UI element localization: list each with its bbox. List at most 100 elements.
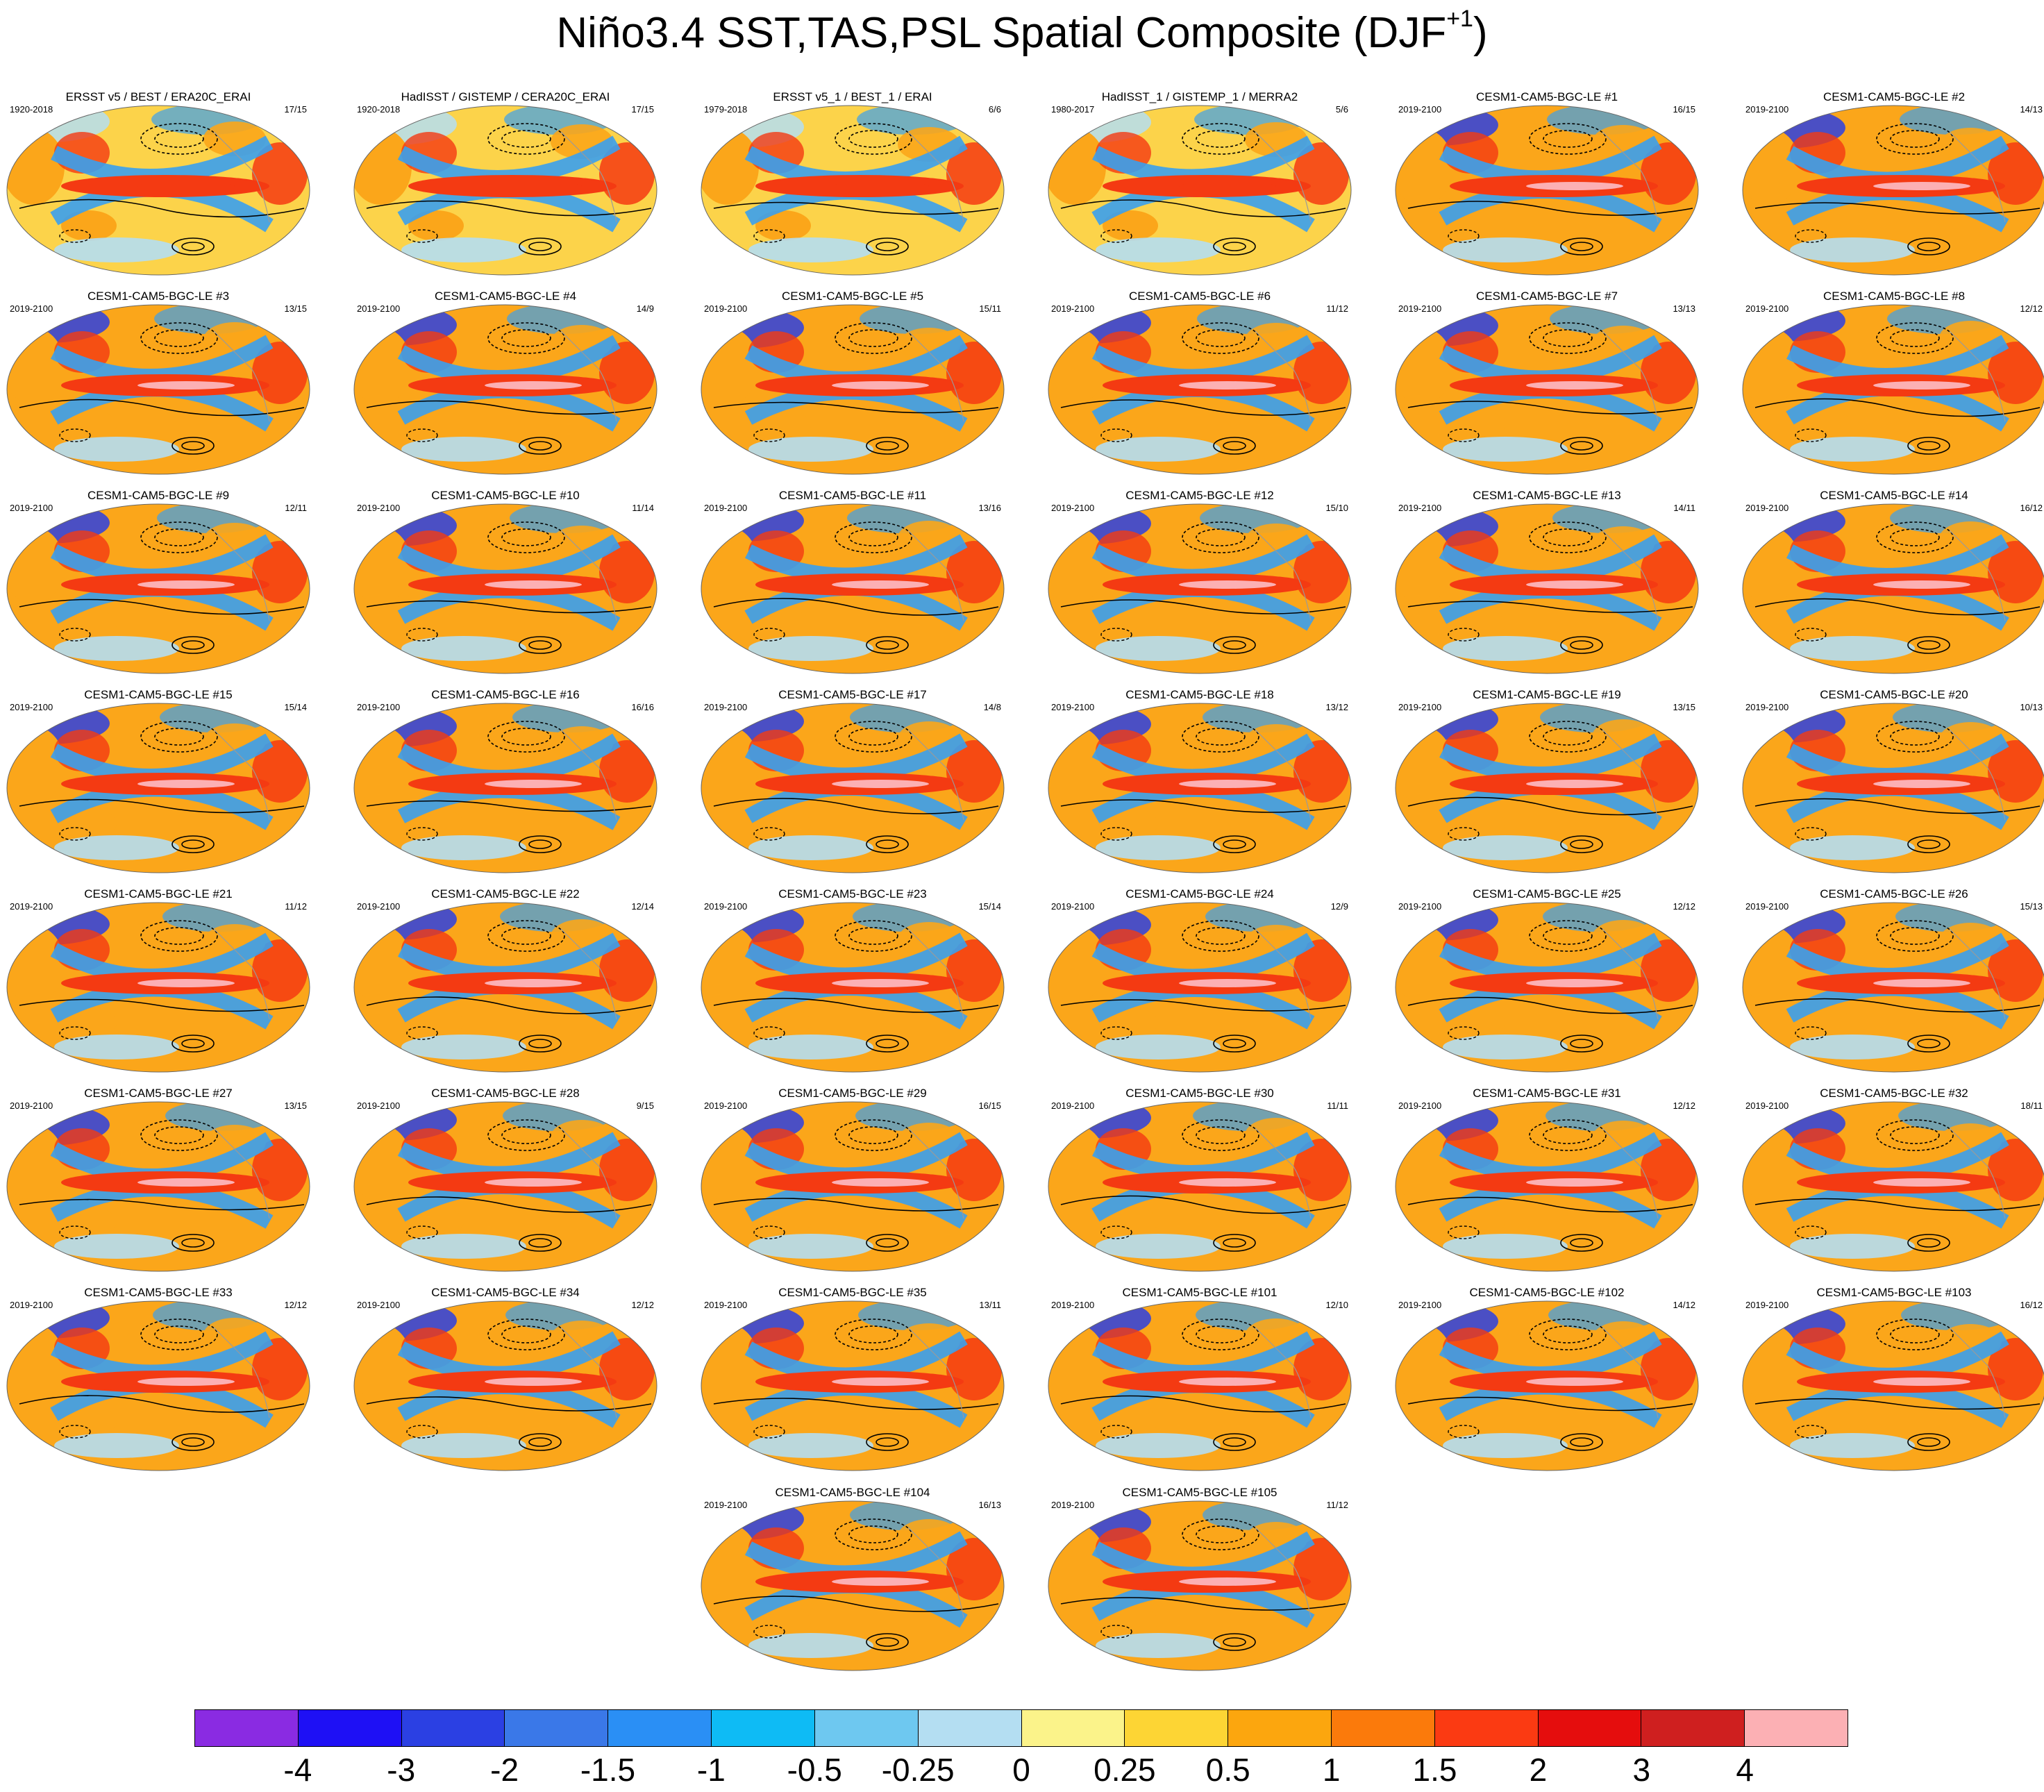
composite-map	[1742, 304, 2044, 475]
composite-map	[1395, 304, 1699, 475]
contour-aleutian-low	[140, 721, 218, 753]
coastline	[907, 729, 964, 821]
land-south-america	[252, 342, 308, 404]
coastline	[1949, 330, 2006, 422]
coastline	[1949, 1128, 2006, 1219]
panel-title: HadISST / GISTEMP / CERA20C_ERAI	[401, 90, 610, 103]
contour-aleutian-low-inner	[1196, 728, 1246, 746]
contour-indian-ocean	[1795, 428, 1827, 442]
contour-south-pacific-inner	[1917, 1039, 1941, 1048]
contour-aleutian-low-inner	[154, 1126, 204, 1144]
panel-title: CESM1-CAM5-BGC-LE #27	[84, 1087, 233, 1100]
contour-aleutian-low-inner	[154, 528, 204, 546]
map-panel: CESM1-CAM5-BGC-LE #32 2019-2100 18/11	[1741, 1087, 2044, 1274]
coastline	[213, 330, 270, 422]
coastline	[213, 729, 270, 821]
land-south-america	[1293, 541, 1349, 603]
land-australia	[1450, 410, 1505, 440]
southern-ocean-anomaly	[1096, 1234, 1221, 1259]
map-outline	[353, 503, 657, 674]
contour-south-pacific	[866, 1035, 909, 1053]
contour-subtropical	[1754, 598, 2041, 616]
contour-subtropical	[1060, 999, 1346, 1012]
contour-aleutian-low-inner	[154, 130, 204, 148]
land-australia	[755, 410, 811, 440]
land-south-america	[1988, 541, 2043, 603]
panel-counts: 16/16	[631, 702, 654, 712]
contour-south-pacific	[171, 1234, 215, 1252]
contour-aleutian-low	[1876, 1119, 1954, 1151]
panel-counts: 14/8	[983, 702, 1001, 712]
contour-aleutian-low	[487, 521, 565, 553]
colorbar-swatch	[1228, 1710, 1332, 1746]
coastline	[1255, 131, 1312, 223]
warm-tongue-core	[832, 580, 929, 589]
southern-ocean-anomaly	[54, 1035, 179, 1060]
contour-aleutian-low-inner	[1543, 1325, 1593, 1343]
panel-years: 2019-2100	[1051, 503, 1095, 513]
coastline	[560, 1327, 617, 1418]
panel-years: 2019-2100	[357, 303, 401, 314]
contour-aleutian-low-inner	[501, 927, 551, 945]
contour-south-pacific	[171, 237, 215, 256]
panel-years: 2019-2100	[1051, 303, 1095, 314]
contour-south-pacific-inner	[1917, 839, 1941, 849]
contour-south-pacific	[519, 636, 562, 654]
panel-counts: 15/14	[978, 901, 1001, 912]
southern-ocean-anomaly	[748, 237, 873, 262]
contour-aleutian-low-inner	[1196, 1325, 1246, 1343]
land-south-america	[252, 1338, 308, 1400]
contour-south-pacific	[1560, 1234, 1603, 1252]
contour-indian-ocean	[1100, 1625, 1132, 1639]
warm-tongue-core	[832, 381, 929, 390]
contour-aleutian-low	[835, 1119, 912, 1151]
contour-south-pacific-inner	[528, 1238, 552, 1248]
panel-counts: 11/11	[1327, 1100, 1348, 1111]
land-australia	[755, 609, 811, 639]
contour-aleutian-low-inner	[848, 329, 898, 347]
land-south-america	[1641, 1338, 1696, 1400]
contour-subtropical	[1754, 398, 2041, 417]
map-panel: CESM1-CAM5-BGC-LE #18 2019-2100 13/12	[1047, 688, 1352, 876]
panel-years: 2019-2100	[357, 702, 401, 712]
panel-title: CESM1-CAM5-BGC-LE #17	[778, 688, 927, 701]
map-outline	[1395, 105, 1699, 276]
land-australia	[61, 609, 117, 639]
southern-ocean-anomaly	[54, 1234, 179, 1259]
panel-counts: 13/11	[979, 1300, 1001, 1310]
map-outline	[1048, 1101, 1352, 1272]
contour-aleutian-low-inner	[848, 1126, 898, 1144]
contour-south-pacific	[519, 237, 562, 256]
warm-tongue-core	[485, 182, 582, 190]
coastline	[1255, 729, 1312, 821]
colorbar-swatch	[1434, 1710, 1539, 1746]
panel-years: 2019-2100	[1745, 901, 1789, 912]
contour-south-pacific	[519, 1035, 562, 1053]
contour-south-pacific-inner	[181, 441, 205, 451]
map-panel: CESM1-CAM5-BGC-LE #12 2019-2100 15/10	[1047, 489, 1352, 676]
contour-indian-ocean	[1448, 229, 1480, 243]
contour-aleutian-low	[140, 920, 218, 952]
warm-tongue-core	[1526, 979, 1623, 987]
map-panel: CESM1-CAM5-BGC-LE #15 2019-2100 15/14	[6, 688, 311, 876]
land-australia	[1103, 808, 1158, 839]
contour-indian-ocean	[1448, 428, 1480, 442]
panel-title: CESM1-CAM5-BGC-LE #26	[1820, 887, 1968, 901]
contour-south-pacific	[171, 1035, 215, 1053]
warm-tongue-core	[1873, 1178, 1970, 1187]
contour-south-pacific-inner	[1570, 839, 1593, 849]
composite-map	[1395, 1300, 1699, 1471]
map-outline	[1048, 1300, 1352, 1471]
southern-ocean-anomaly	[1443, 437, 1568, 462]
colorbar-tick-label: 4	[1736, 1752, 1754, 1788]
figure-title-superscript: +1	[1446, 6, 1473, 32]
warm-tongue-core	[485, 780, 582, 788]
panel-years: 2019-2100	[1745, 303, 1789, 314]
warm-tongue-core	[1873, 182, 1970, 190]
contour-aleutian-low-inner	[1890, 927, 1940, 945]
panel-years: 2019-2100	[1398, 702, 1442, 712]
southern-ocean-anomaly	[1443, 237, 1568, 262]
map-outline	[1742, 902, 2044, 1073]
warm-tongue-core	[137, 780, 235, 788]
southern-ocean-anomaly	[1790, 1035, 1915, 1060]
